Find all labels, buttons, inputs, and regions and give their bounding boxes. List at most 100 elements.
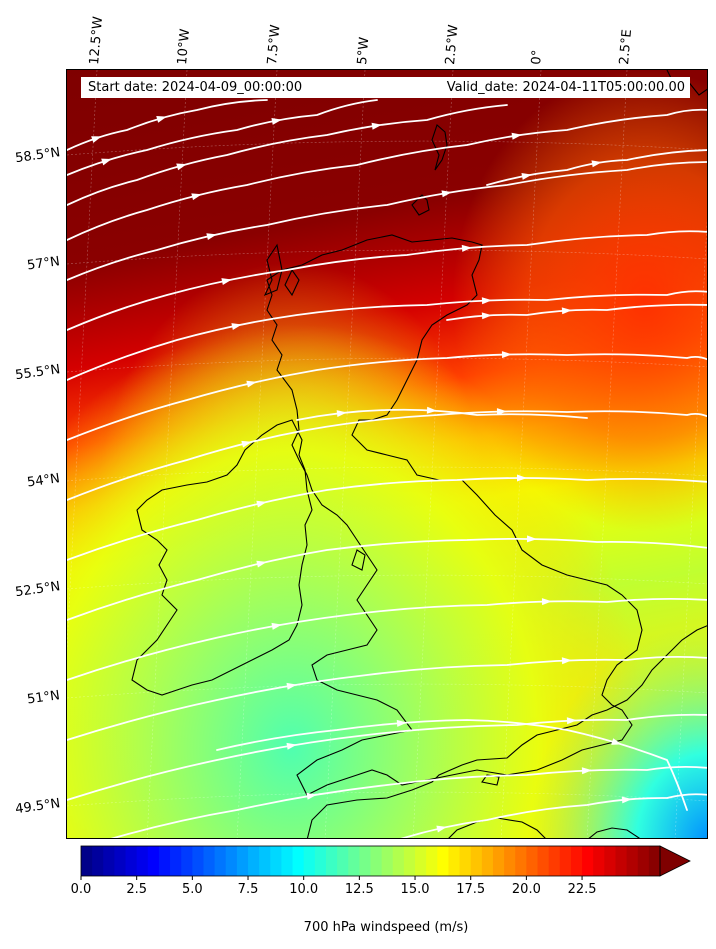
colorbar-cell bbox=[303, 846, 316, 876]
colorbar-cell bbox=[637, 846, 650, 876]
colorbar-cell bbox=[448, 846, 461, 876]
streamline-arrow bbox=[441, 190, 452, 198]
parallel-line bbox=[67, 791, 707, 807]
streamline bbox=[110, 765, 707, 838]
parallel-line bbox=[67, 683, 707, 699]
meridian-line bbox=[674, 218, 707, 838]
streamline-arrow bbox=[496, 408, 507, 416]
colorbar-cell bbox=[325, 846, 338, 876]
colorbar-cell bbox=[348, 846, 360, 876]
valid-date-label: Valid_date: 2024-04-11T05:00:00.00 bbox=[446, 80, 685, 95]
colorbar-tick-label: 20.0 bbox=[511, 882, 541, 897]
streamline-arrow bbox=[271, 117, 282, 125]
latitude-label: 49.5°N bbox=[14, 796, 62, 818]
streamline-arrow bbox=[101, 158, 112, 166]
streamline-arrow bbox=[591, 160, 602, 168]
colorbar-cell bbox=[604, 846, 616, 876]
parallel-line bbox=[67, 140, 707, 156]
streamline-arrow bbox=[611, 738, 622, 745]
colorbar-cell bbox=[292, 846, 305, 876]
colorbar-cell bbox=[548, 846, 561, 876]
colorbar-cell bbox=[170, 846, 182, 876]
longitude-label: 2.5°W bbox=[443, 24, 462, 66]
meridian-line bbox=[236, 70, 278, 838]
parallel-line bbox=[67, 249, 707, 265]
streamline bbox=[67, 99, 378, 176]
colorbar-tick-label: 15.0 bbox=[400, 882, 430, 897]
streamline-arrow bbox=[526, 535, 537, 543]
latitude-label: 55.5°N bbox=[14, 362, 62, 384]
colorbar-cell bbox=[114, 846, 127, 876]
streamline-arrow bbox=[241, 440, 252, 448]
streamline-arrow bbox=[221, 278, 232, 285]
start-date-label: Start date: 2024-04-09_00:00:00 bbox=[88, 80, 303, 95]
colorbar-cell bbox=[103, 846, 115, 876]
longitude-label: 7.5°W bbox=[265, 24, 284, 66]
colorbar-cell bbox=[648, 846, 661, 876]
colorbar-cell bbox=[615, 846, 628, 876]
streamline-arrow bbox=[286, 742, 297, 750]
streamline-arrow bbox=[426, 406, 437, 414]
streamline bbox=[67, 353, 707, 441]
latitude-label: 51°N bbox=[26, 688, 62, 708]
meridian-line bbox=[67, 70, 98, 654]
streamline-arrow bbox=[581, 767, 592, 775]
latitude-label: 57°N bbox=[26, 254, 62, 274]
colorbar-cell bbox=[225, 846, 238, 876]
colorbar-tick-label: 22.5 bbox=[567, 882, 597, 897]
colorbar-cell bbox=[192, 846, 204, 876]
colorbar-cell bbox=[147, 846, 160, 876]
streamline-arrow bbox=[481, 297, 492, 305]
streamline-arrow bbox=[256, 500, 267, 508]
colorbar-cell bbox=[158, 846, 171, 876]
streamline-arrow bbox=[191, 193, 202, 201]
map-panel[interactable] bbox=[66, 69, 708, 839]
streamline-arrow bbox=[501, 351, 512, 359]
colorbar-cell bbox=[81, 846, 93, 876]
streamline-arrow bbox=[156, 116, 167, 123]
streamline-arrow bbox=[566, 717, 577, 725]
latitude-label: 52.5°N bbox=[14, 579, 62, 601]
streamline-arrow bbox=[396, 719, 407, 727]
streamline-arrow bbox=[371, 122, 382, 130]
meridian-line bbox=[500, 70, 542, 838]
colorbar-cell bbox=[504, 846, 516, 876]
colorbar-cell bbox=[437, 846, 449, 876]
colorbar-cell bbox=[426, 846, 438, 876]
colorbar-cell bbox=[470, 846, 483, 876]
colorbar-cell bbox=[270, 846, 282, 876]
colorbar-cell bbox=[359, 846, 371, 876]
colorbar-cell bbox=[459, 846, 472, 876]
colorbar-cell bbox=[481, 846, 494, 876]
colorbar-cell bbox=[403, 846, 416, 876]
streamline-arrow bbox=[336, 410, 347, 418]
colorbar-tick-label: 0.0 bbox=[70, 882, 92, 897]
latitude-label: 54°N bbox=[26, 471, 62, 491]
streamline bbox=[216, 719, 688, 811]
colorbar-cell bbox=[415, 846, 427, 876]
streamline bbox=[67, 655, 707, 741]
colorbar-cell bbox=[582, 846, 594, 876]
streamline bbox=[67, 410, 707, 501]
longitude-label: 5°W bbox=[355, 36, 373, 66]
streamline bbox=[67, 108, 707, 241]
streamline-arrow bbox=[461, 244, 472, 252]
colorbar-cell bbox=[92, 846, 104, 876]
colorbar-cell bbox=[337, 846, 349, 876]
streamline-arrow bbox=[481, 312, 492, 320]
colorbar-cell bbox=[281, 846, 294, 876]
colorbar-tick-label: 12.5 bbox=[344, 882, 374, 897]
streamline-arrow bbox=[306, 792, 317, 800]
colorbar-tick-label: 2.5 bbox=[126, 882, 148, 897]
colorbar-cell bbox=[370, 846, 383, 876]
parallel-line bbox=[67, 357, 707, 373]
colorbar-label: 700 hPa windspeed (m/s) bbox=[303, 920, 469, 935]
streamline bbox=[67, 597, 707, 681]
longitude-label: 12.5°W bbox=[87, 15, 107, 66]
streamline-arrow bbox=[231, 323, 242, 330]
latitude-label: 58.5°N bbox=[14, 145, 62, 167]
colorbar-cell bbox=[314, 846, 327, 876]
streamline bbox=[67, 477, 707, 561]
parallel-line bbox=[67, 466, 707, 482]
colorbar-cell bbox=[515, 846, 527, 876]
